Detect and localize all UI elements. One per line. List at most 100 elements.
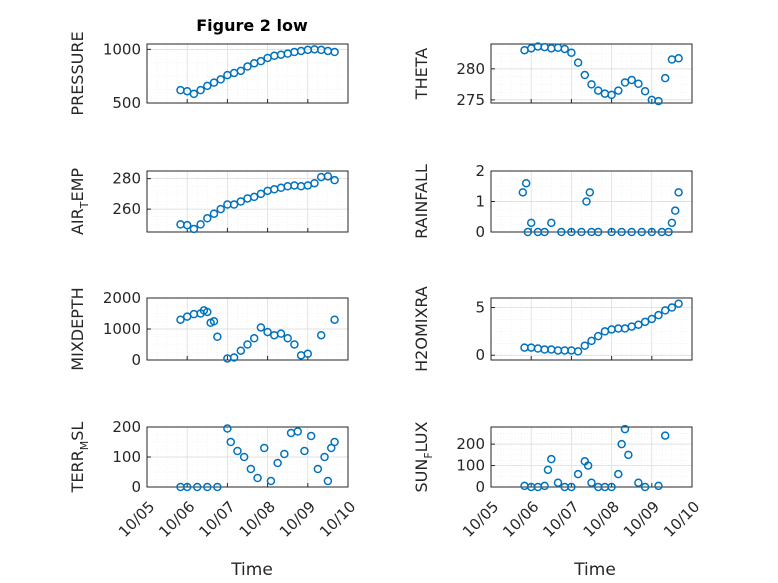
data-point bbox=[573, 469, 583, 479]
data-point bbox=[209, 78, 219, 87]
data-point bbox=[637, 227, 646, 237]
data-point bbox=[567, 227, 576, 237]
axes-frame bbox=[146, 43, 349, 104]
data-point bbox=[189, 224, 199, 234]
data-point bbox=[256, 189, 266, 199]
subplot-air-temp: 260 280 AIRTEMP bbox=[68, 168, 349, 235]
data-point bbox=[253, 473, 262, 483]
y-tick-label: 200 bbox=[456, 435, 485, 453]
data-point bbox=[593, 227, 603, 237]
y-tick-label: 500 bbox=[112, 94, 141, 112]
data-point bbox=[209, 209, 219, 218]
data-point bbox=[674, 54, 683, 63]
data-point bbox=[316, 330, 326, 340]
data-point bbox=[640, 317, 650, 327]
data-point bbox=[313, 464, 323, 474]
data-point bbox=[634, 79, 643, 88]
data-point bbox=[567, 482, 576, 492]
data-point bbox=[249, 192, 259, 202]
y-tick-label: 1 bbox=[475, 193, 485, 211]
data-point bbox=[266, 476, 276, 486]
data-point bbox=[587, 336, 596, 346]
data-point bbox=[617, 439, 626, 449]
data-point bbox=[521, 178, 531, 188]
subplot-pressure: 500 1000 PRESSURE bbox=[68, 31, 349, 116]
x-tick-label: 10/06 bbox=[499, 498, 542, 541]
data-point bbox=[647, 314, 657, 324]
data-point bbox=[276, 329, 286, 338]
data-point bbox=[667, 218, 677, 228]
y-axis-label: H2OMIXRA bbox=[412, 286, 431, 372]
y-axis-label: PRESSURE bbox=[68, 31, 87, 115]
data-point bbox=[223, 424, 232, 433]
x-axis-label-right: Time bbox=[573, 560, 616, 580]
subplot-h2omixra: 0 5 H2OMIXRA bbox=[412, 286, 693, 372]
subplot-mixdepth: 0 1000 2000 MIXDEPTH bbox=[68, 287, 349, 371]
y-tick-label: 1000 bbox=[103, 40, 141, 58]
y-tick-label: 280 bbox=[456, 60, 485, 78]
data-point bbox=[634, 320, 643, 329]
axes-box bbox=[490, 43, 693, 104]
data-point bbox=[580, 70, 590, 80]
y-tick-label: 0 bbox=[475, 223, 485, 241]
x-tick-label: 10/10 bbox=[660, 498, 703, 541]
y-tick-label: 5 bbox=[475, 299, 485, 317]
y-tick-label: 0 bbox=[131, 478, 141, 496]
x-axis-label-left: Time bbox=[230, 560, 273, 580]
y-axis-label: AIRTEMP bbox=[68, 168, 91, 235]
data-point bbox=[310, 178, 319, 188]
y-tick-label: 280 bbox=[112, 170, 141, 188]
data-point bbox=[243, 62, 252, 71]
axes-box bbox=[146, 43, 349, 104]
data-point bbox=[577, 227, 586, 237]
data-point bbox=[226, 437, 235, 447]
data-point bbox=[203, 482, 212, 492]
data-point bbox=[330, 437, 339, 447]
data-point bbox=[323, 172, 333, 181]
data-point bbox=[640, 482, 650, 492]
y-axis-label: RAINFALL bbox=[412, 164, 431, 239]
data-point bbox=[203, 214, 212, 223]
data-point bbox=[540, 227, 549, 237]
data-point bbox=[523, 227, 533, 237]
y-tick-label: 275 bbox=[456, 91, 485, 109]
data-point bbox=[260, 443, 269, 453]
x-tick-label: 10/05 bbox=[459, 498, 502, 541]
data-point bbox=[614, 86, 623, 95]
data-point bbox=[667, 303, 677, 312]
data-point bbox=[216, 204, 225, 214]
data-point bbox=[229, 353, 239, 362]
data-point bbox=[654, 96, 663, 106]
data-point bbox=[216, 75, 225, 84]
figure-title: Figure 2 low bbox=[196, 16, 308, 35]
data-point bbox=[607, 482, 616, 492]
data-point bbox=[607, 90, 616, 100]
y-tick-label: 100 bbox=[112, 448, 141, 466]
data-point bbox=[664, 227, 673, 237]
data-point bbox=[256, 323, 266, 332]
data-point bbox=[587, 478, 596, 487]
y-tick-label: 0 bbox=[131, 351, 141, 369]
y-axis-label: TERRMSL bbox=[68, 422, 91, 494]
data-point bbox=[330, 175, 339, 185]
y-axis-label: THETA bbox=[412, 48, 431, 100]
data-point bbox=[654, 481, 663, 491]
x-tick-label: 10/09 bbox=[276, 498, 319, 541]
data-point bbox=[540, 481, 549, 491]
data-point bbox=[243, 340, 252, 349]
data-point bbox=[573, 347, 583, 356]
data-point bbox=[567, 48, 576, 57]
y-tick-label: 2000 bbox=[103, 289, 141, 307]
data-point bbox=[547, 218, 556, 228]
data-point bbox=[176, 315, 185, 324]
data-point bbox=[526, 218, 536, 228]
data-point bbox=[573, 58, 583, 67]
data-point bbox=[182, 482, 192, 492]
data-point bbox=[627, 75, 636, 85]
axes-frame bbox=[490, 297, 693, 361]
x-tick-label: 10/05 bbox=[115, 498, 158, 541]
data-point bbox=[647, 227, 657, 237]
data-point bbox=[660, 73, 670, 83]
data-point bbox=[518, 188, 528, 197]
